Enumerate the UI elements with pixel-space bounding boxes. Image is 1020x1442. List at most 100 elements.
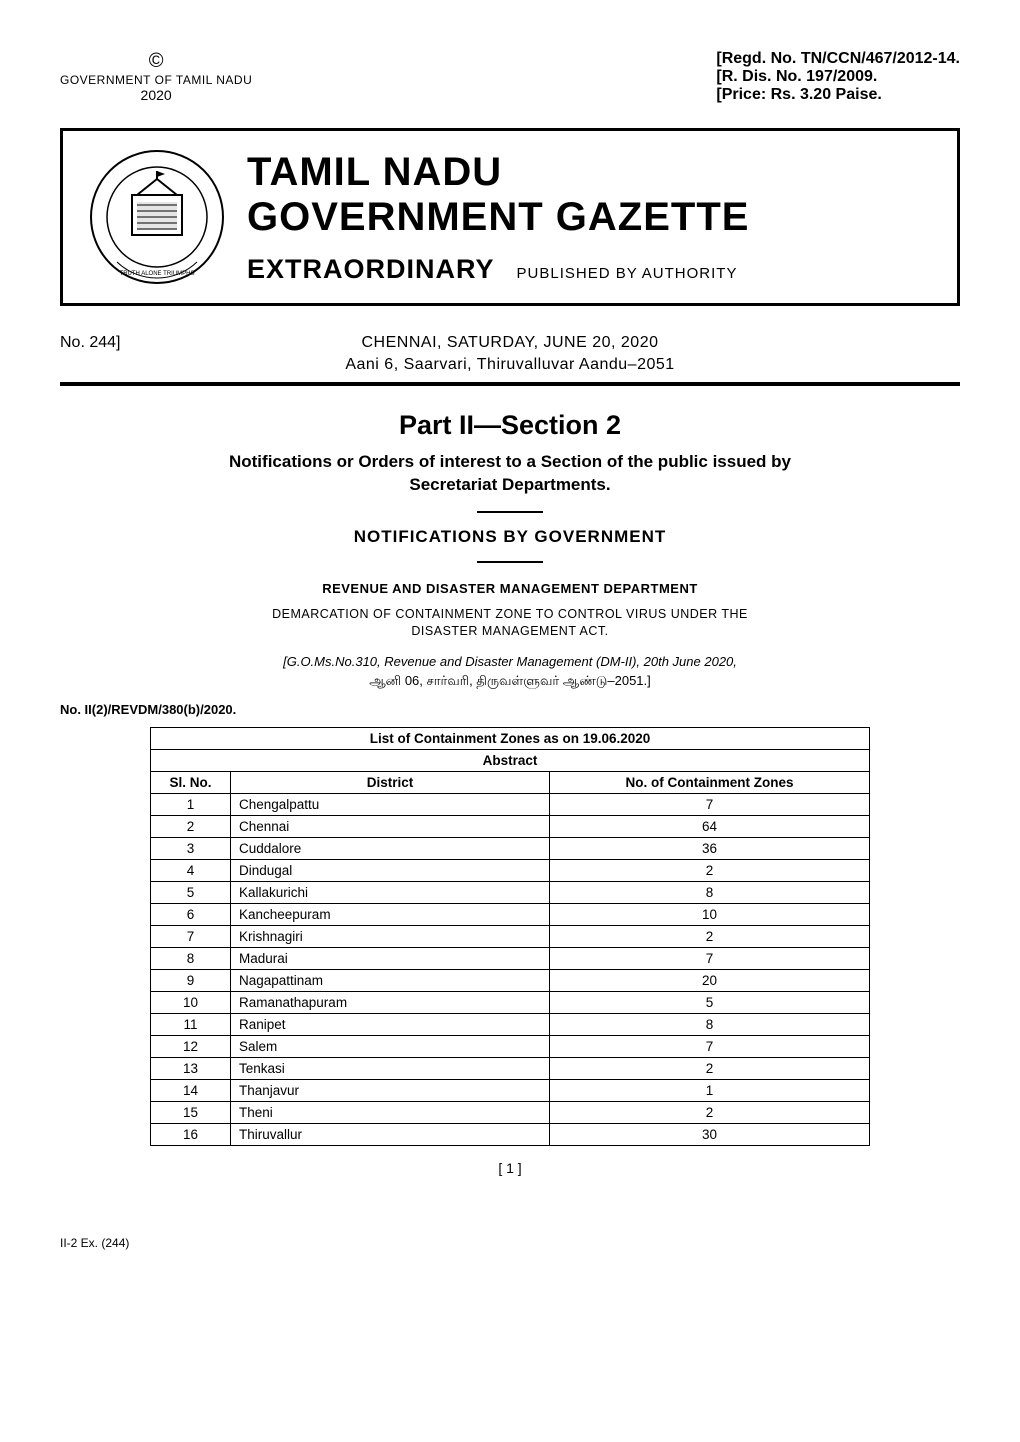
svg-text:TRUTH ALONE TRIUMPHS: TRUTH ALONE TRIUMPHS <box>120 271 195 277</box>
cell-zones: 7 <box>550 948 870 970</box>
copyright-symbol: © <box>60 50 252 73</box>
cell-sl-no: 13 <box>151 1058 231 1080</box>
table-row: 1Chengalpattu7 <box>151 794 870 816</box>
file-number: No. II(2)/REVDM/380(b)/2020. <box>60 702 960 717</box>
govt-of-tn: GOVERNMENT OF TAMIL NADU <box>60 73 252 87</box>
cell-district: Nagapattinam <box>231 970 550 992</box>
cell-zones: 5 <box>550 992 870 1014</box>
cell-district: Ramanathapuram <box>231 992 550 1014</box>
regd-no: [Regd. No. TN/CCN/467/2012-14. <box>716 50 960 68</box>
cell-district: Theni <box>231 1102 550 1124</box>
table-row: 4Dindugal2 <box>151 860 870 882</box>
cell-sl-no: 12 <box>151 1036 231 1058</box>
published-by: PUBLISHED BY AUTHORITY <box>517 265 738 282</box>
cell-zones: 36 <box>550 838 870 860</box>
department-heading: REVENUE AND DISASTER MANAGEMENT DEPARTME… <box>60 581 960 596</box>
extraordinary-label: EXTRAORDINARY <box>247 254 495 285</box>
cell-zones: 2 <box>550 1102 870 1124</box>
masthead-text: TAMIL NADU GOVERNMENT GAZETTE EXTRAORDIN… <box>247 150 933 285</box>
cell-zones: 1 <box>550 1080 870 1102</box>
demarcation-text: DEMARCATION OF CONTAINMENT ZONE TO CONTR… <box>210 606 810 641</box>
table-row: 14Thanjavur1 <box>151 1080 870 1102</box>
year: 2020 <box>60 87 252 103</box>
part-subheading: Notifications or Orders of interest to a… <box>190 451 830 497</box>
table-row: 12Salem7 <box>151 1036 870 1058</box>
cell-sl-no: 10 <box>151 992 231 1014</box>
cell-district: Chengalpattu <box>231 794 550 816</box>
go-reference: [G.O.Ms.No.310, Revenue and Disaster Man… <box>200 653 820 671</box>
cell-zones: 10 <box>550 904 870 926</box>
cell-zones: 2 <box>550 1058 870 1080</box>
cell-zones: 2 <box>550 860 870 882</box>
thick-divider <box>60 382 960 386</box>
cell-district: Kallakurichi <box>231 882 550 904</box>
demarc-line-2: DISASTER MANAGEMENT ACT. <box>411 624 608 638</box>
cell-district: Chennai <box>231 816 550 838</box>
cell-sl-no: 16 <box>151 1124 231 1146</box>
issue-date: CHENNAI, SATURDAY, JUNE 20, 2020 <box>140 334 880 352</box>
cell-zones: 7 <box>550 1036 870 1058</box>
table-header-row: Sl. No. District No. of Containment Zone… <box>151 772 870 794</box>
containment-table: List of Containment Zones as on 19.06.20… <box>150 727 870 1146</box>
cell-zones: 8 <box>550 882 870 904</box>
issue-subline: Aani 6, Saarvari, Thiruvalluvar Aandu–20… <box>60 356 960 374</box>
cell-zones: 64 <box>550 816 870 838</box>
cell-district: Kancheepuram <box>231 904 550 926</box>
cell-sl-no: 4 <box>151 860 231 882</box>
cell-zones: 7 <box>550 794 870 816</box>
table-row: 9Nagapattinam20 <box>151 970 870 992</box>
cell-sl-no: 7 <box>151 926 231 948</box>
table-row: 3Cuddalore36 <box>151 838 870 860</box>
table-row: 10Ramanathapuram5 <box>151 992 870 1014</box>
cell-district: Dindugal <box>231 860 550 882</box>
cell-sl-no: 8 <box>151 948 231 970</box>
cell-sl-no: 11 <box>151 1014 231 1036</box>
table-row: 2Chennai64 <box>151 816 870 838</box>
table-abstract: Abstract <box>151 750 870 772</box>
cell-district: Cuddalore <box>231 838 550 860</box>
header-left: © GOVERNMENT OF TAMIL NADU 2020 <box>60 50 252 104</box>
cell-district: Thanjavur <box>231 1080 550 1102</box>
header-row: © GOVERNMENT OF TAMIL NADU 2020 [Regd. N… <box>60 50 960 104</box>
cell-sl-no: 15 <box>151 1102 231 1124</box>
col-sl-no: Sl. No. <box>151 772 231 794</box>
short-divider-1 <box>477 511 543 513</box>
table-row: 5Kallakurichi8 <box>151 882 870 904</box>
cell-district: Tenkasi <box>231 1058 550 1080</box>
header-right: [Regd. No. TN/CCN/467/2012-14. [R. Dis. … <box>716 50 960 104</box>
issue-row: No. 244] CHENNAI, SATURDAY, JUNE 20, 202… <box>60 334 960 352</box>
go-reference-tamil: ஆனி 06, சார்வரி, திருவள்ளுவர் ஆண்டு–2051… <box>60 673 960 690</box>
cell-zones: 8 <box>550 1014 870 1036</box>
cell-district: Thiruvallur <box>231 1124 550 1146</box>
short-divider-2 <box>477 561 543 563</box>
table-row: 13Tenkasi2 <box>151 1058 870 1080</box>
dis-no: [R. Dis. No. 197/2009. <box>716 68 960 86</box>
cell-zones: 30 <box>550 1124 870 1146</box>
table-row: 7Krishnagiri2 <box>151 926 870 948</box>
cell-zones: 20 <box>550 970 870 992</box>
cell-sl-no: 6 <box>151 904 231 926</box>
cell-sl-no: 1 <box>151 794 231 816</box>
gazette-title-line2: GOVERNMENT GAZETTE <box>247 195 933 240</box>
cell-sl-no: 5 <box>151 882 231 904</box>
masthead-box: TRUTH ALONE TRIUMPHS TAMIL NADU GOVERNME… <box>60 128 960 306</box>
cell-sl-no: 14 <box>151 1080 231 1102</box>
table-row: 6Kancheepuram10 <box>151 904 870 926</box>
gazette-title-line1: TAMIL NADU <box>247 150 933 195</box>
cell-sl-no: 2 <box>151 816 231 838</box>
footer-code: II-2 Ex. (244) <box>60 1236 960 1250</box>
cell-sl-no: 3 <box>151 838 231 860</box>
table-row: 8Madurai7 <box>151 948 870 970</box>
cell-district: Krishnagiri <box>231 926 550 948</box>
page-number: [ 1 ] <box>60 1160 960 1176</box>
part-heading: Part II—Section 2 <box>60 410 960 441</box>
table-row: 16Thiruvallur30 <box>151 1124 870 1146</box>
table-row: 11Ranipet8 <box>151 1014 870 1036</box>
cell-district: Salem <box>231 1036 550 1058</box>
cell-district: Madurai <box>231 948 550 970</box>
notifications-heading: NOTIFICATIONS BY GOVERNMENT <box>60 527 960 547</box>
table-caption: List of Containment Zones as on 19.06.20… <box>151 728 870 750</box>
col-district: District <box>231 772 550 794</box>
demarc-line-1: DEMARCATION OF CONTAINMENT ZONE TO CONTR… <box>272 607 748 621</box>
cell-zones: 2 <box>550 926 870 948</box>
